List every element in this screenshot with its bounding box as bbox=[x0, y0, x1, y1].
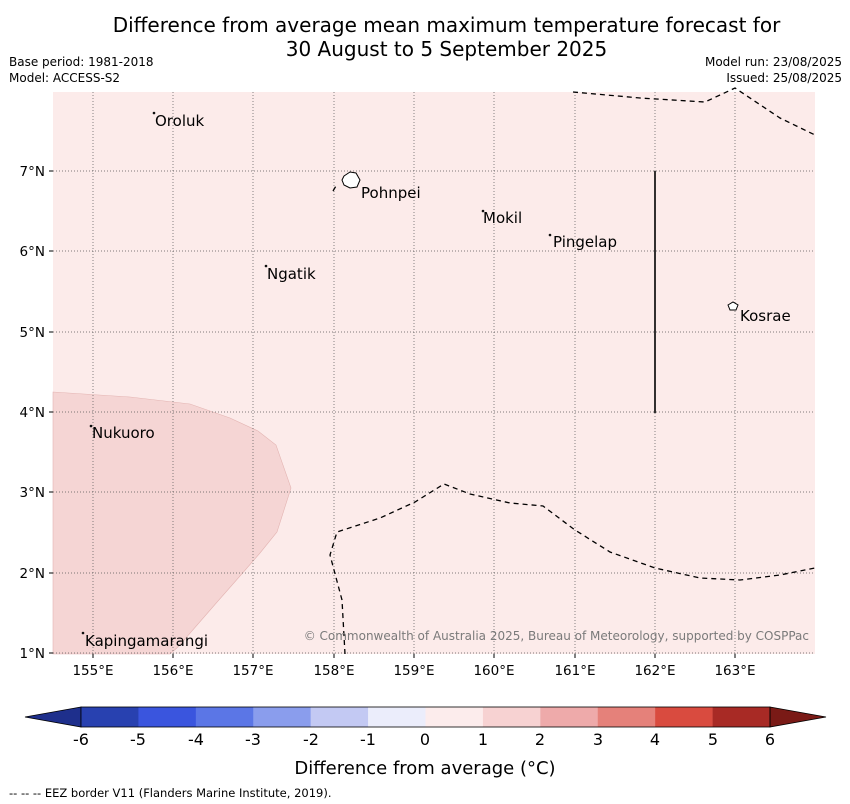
pohnpei-island bbox=[341, 171, 361, 189]
meta-left: Base period: 1981-2018 Model: ACCESS-S2 bbox=[9, 54, 154, 86]
lon-label: 156°E bbox=[152, 663, 193, 679]
colorbar-extend-high bbox=[769, 706, 827, 728]
lat-label: 7°N bbox=[20, 164, 45, 180]
model-name: Model: ACCESS-S2 bbox=[9, 71, 121, 85]
place-pingelap: Pingelap bbox=[553, 233, 617, 251]
copyright-notice: © Commonwealth of Australia 2025, Bureau… bbox=[304, 629, 809, 643]
nukuoro-atoll bbox=[89, 424, 93, 428]
place-nukuoro: Nukuoro bbox=[92, 424, 155, 442]
lon-label: 159°E bbox=[393, 663, 434, 679]
lon-label: 157°E bbox=[232, 663, 273, 679]
map-title: Difference from average mean maximum tem… bbox=[0, 13, 850, 61]
colorbar bbox=[24, 706, 827, 728]
meta-right: Model run: 23/08/2025 Issued: 25/08/2025 bbox=[705, 54, 842, 86]
lon-label: 161°E bbox=[554, 663, 595, 679]
place-oroluk: Oroluk bbox=[155, 112, 204, 130]
warm-anomaly-region bbox=[52, 391, 292, 655]
colorbar-tick-label: -3 bbox=[245, 730, 261, 749]
axis-ticks bbox=[49, 170, 736, 658]
colorbar-tick-label: -5 bbox=[130, 730, 146, 749]
eez-border-south bbox=[329, 483, 816, 655]
kapingamarangi-atoll bbox=[81, 631, 85, 635]
title-line-2: 30 August to 5 September 2025 bbox=[285, 37, 608, 61]
place-kapingamarangi: Kapingamarangi bbox=[85, 632, 208, 650]
place-mokil: Mokil bbox=[483, 209, 522, 227]
eez-footnote: -- -- -- EEZ border V11 (Flanders Marine… bbox=[9, 786, 332, 800]
ngatik-atoll bbox=[264, 264, 268, 268]
eez-border-north bbox=[572, 87, 816, 136]
lat-label: 2°N bbox=[20, 566, 45, 582]
place-ngatik: Ngatik bbox=[267, 265, 316, 283]
lat-label: 4°N bbox=[20, 405, 45, 421]
colorbar-segment bbox=[655, 707, 713, 727]
place-pohnpei: Pohnpei bbox=[361, 184, 421, 202]
island-shapes bbox=[81, 111, 739, 635]
eez-border-fragment bbox=[332, 185, 337, 192]
lat-label: 1°N bbox=[20, 646, 45, 662]
longitude-labels: 155°E 156°E 157°E 158°E 159°E 160°E 161°… bbox=[72, 663, 755, 679]
place-labels: Oroluk Pohnpei Mokil Pingelap Ngatik Kos… bbox=[85, 112, 791, 650]
colorbar-segment bbox=[425, 707, 484, 727]
colorbar-tick-label: 6 bbox=[765, 730, 775, 749]
colorbar-tick-label: -2 bbox=[303, 730, 319, 749]
model-run: Model run: 23/08/2025 bbox=[704, 55, 842, 69]
colorbar-segment bbox=[138, 707, 197, 727]
oroluk-atoll bbox=[152, 111, 156, 115]
kosrae-island bbox=[727, 301, 739, 311]
mokil-atoll bbox=[481, 209, 485, 213]
colorbar-segment bbox=[597, 707, 656, 727]
colorbar-tick-label: -4 bbox=[188, 730, 204, 749]
colorbar-segment bbox=[540, 707, 599, 727]
lon-label: 162°E bbox=[634, 663, 675, 679]
lat-label: 3°N bbox=[20, 485, 45, 501]
title-line-1: Difference from average mean maximum tem… bbox=[112, 13, 781, 37]
latitude-labels: 7°N 6°N 5°N 4°N 3°N 2°N 1°N bbox=[20, 164, 45, 662]
eez-borders bbox=[329, 87, 816, 655]
colorbar-tick-label: 0 bbox=[420, 730, 430, 749]
lat-label: 5°N bbox=[20, 325, 45, 341]
colorbar-title: Difference from average (°C) bbox=[294, 758, 555, 779]
lat-label: 6°N bbox=[20, 244, 45, 260]
lon-label: 155°E bbox=[72, 663, 113, 679]
colorbar-segment bbox=[81, 707, 139, 727]
colorbar-tick-label: 4 bbox=[650, 730, 660, 749]
lon-label: 160°E bbox=[473, 663, 514, 679]
colorbar-extend-low bbox=[24, 706, 82, 728]
colorbar-segment bbox=[253, 707, 311, 727]
colorbar-segment bbox=[368, 707, 426, 727]
colorbar-segment bbox=[712, 707, 771, 727]
lon-label: 163°E bbox=[714, 663, 755, 679]
place-kosrae: Kosrae bbox=[740, 307, 791, 325]
colorbar-tick-label: 2 bbox=[535, 730, 545, 749]
colorbar-tick-label: 3 bbox=[593, 730, 603, 749]
lon-label: 158°E bbox=[313, 663, 354, 679]
base-period: Base period: 1981-2018 bbox=[9, 55, 154, 69]
colorbar-tick-label: 5 bbox=[708, 730, 718, 749]
colorbar-segment bbox=[310, 707, 369, 727]
colorbar-tick-label: -1 bbox=[360, 730, 376, 749]
colorbar-frame bbox=[80, 706, 771, 728]
issued-date: Issued: 25/08/2025 bbox=[726, 71, 842, 85]
colorbar-segment bbox=[195, 707, 254, 727]
colorbar-tick-label: -6 bbox=[73, 730, 89, 749]
colorbar-tick-label: 1 bbox=[478, 730, 488, 749]
pingelap-atoll bbox=[548, 233, 552, 237]
colorbar-segment bbox=[482, 707, 541, 727]
colorbar-tick-labels: -6 -5 -4 -3 -2 -1 0 1 2 3 4 5 6 bbox=[73, 730, 775, 749]
